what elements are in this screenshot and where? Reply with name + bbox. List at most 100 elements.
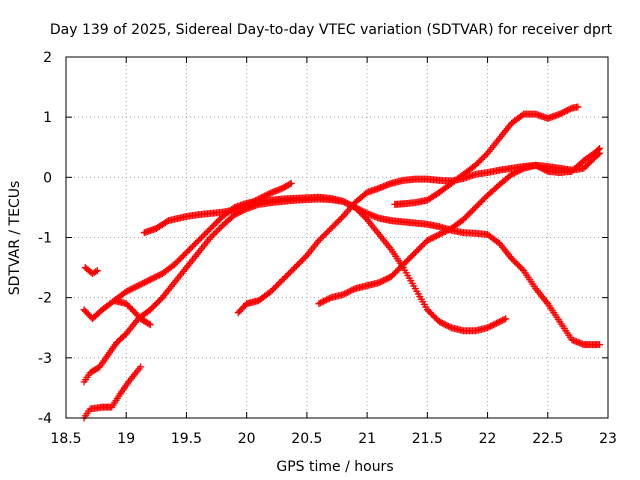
data-point: [515, 262, 523, 270]
data-point: [563, 106, 571, 114]
data-point: [122, 288, 130, 296]
data-point: [331, 220, 339, 228]
data-point: [146, 321, 154, 329]
data-point: [327, 224, 335, 232]
data-point: [475, 200, 483, 208]
data-point: [172, 259, 180, 267]
data-point: [426, 235, 434, 243]
data-point: [437, 230, 445, 238]
data-point: [395, 265, 403, 273]
data-point: [389, 271, 397, 279]
data-point: [335, 217, 343, 225]
data-point: [244, 200, 252, 208]
data-point: [136, 281, 144, 289]
data-point: [514, 167, 522, 175]
data-point: [494, 318, 502, 326]
data-point: [462, 212, 470, 220]
data-point: [532, 161, 540, 169]
data-point: [276, 279, 284, 287]
data-point: [184, 247, 192, 255]
data-point: [440, 228, 448, 236]
data-point: [479, 196, 487, 204]
data-point: [440, 320, 448, 328]
data-point: [487, 322, 495, 330]
data-point: [354, 205, 362, 213]
data-point: [163, 218, 171, 226]
data-point: [204, 227, 212, 235]
data-point: [485, 323, 493, 331]
data-point: [196, 235, 204, 243]
data-point: [438, 229, 446, 237]
x-tick-label: 19.5: [171, 431, 202, 447]
data-point: [285, 270, 293, 278]
data-point: [347, 287, 355, 295]
y-tick-label: -3: [38, 351, 52, 367]
data-point: [399, 261, 407, 269]
x-tick-label: 18.5: [50, 431, 81, 447]
data-point: [277, 277, 285, 285]
data-point: [297, 258, 305, 266]
data-point: [264, 190, 272, 198]
data-point: [339, 197, 347, 205]
x-tick-label: 21.5: [412, 431, 443, 447]
x-axis-label: GPS time / hours: [276, 459, 393, 475]
data-point: [580, 164, 588, 172]
data-point: [300, 255, 308, 263]
data-point: [441, 321, 449, 329]
data-point: [596, 144, 604, 152]
data-point: [562, 107, 570, 115]
data-point: [292, 262, 300, 270]
data-point: [190, 241, 198, 249]
data-point: [282, 273, 290, 281]
data-point: [127, 285, 135, 293]
data-point: [294, 261, 302, 269]
data-point: [508, 170, 516, 178]
data-point: [518, 265, 526, 273]
data-point: [214, 226, 222, 234]
data-point: [207, 224, 215, 232]
data-point: [134, 282, 142, 290]
data-point: [207, 234, 215, 241]
data-point: [137, 363, 145, 371]
data-point: [350, 285, 358, 293]
data-point: [444, 226, 452, 234]
data-point: [148, 275, 156, 283]
data-point: [431, 233, 439, 241]
data-point: [216, 215, 224, 223]
data-point: [318, 234, 326, 241]
data-point: [508, 255, 516, 263]
data-point: [202, 229, 210, 237]
data-point: [146, 276, 154, 284]
data-point: [151, 301, 159, 309]
data-point: [375, 279, 383, 287]
data-point: [423, 237, 431, 245]
data-point: [444, 322, 452, 330]
data-point: [357, 206, 365, 214]
data-point: [154, 272, 162, 280]
data-point: [213, 227, 221, 235]
data-point: [432, 232, 440, 240]
data-point: [283, 271, 291, 279]
data-point: [194, 237, 202, 245]
data-point: [419, 241, 427, 249]
y-tick-label: 1: [43, 110, 52, 126]
data-point: [270, 285, 278, 293]
data-point: [398, 262, 406, 270]
data-point: [472, 161, 480, 169]
data-point: [438, 319, 446, 327]
data-point: [328, 223, 336, 231]
data-point: [518, 165, 526, 173]
data-point: [122, 300, 130, 308]
data-point: [344, 200, 352, 208]
data-point: [429, 312, 437, 320]
data-point: [431, 313, 439, 321]
data-point: [478, 197, 486, 205]
data-point: [360, 208, 368, 216]
data-point: [142, 278, 150, 286]
data-point: [511, 169, 519, 177]
x-tick-label: 23: [599, 431, 617, 447]
data-point: [425, 236, 433, 244]
data-point: [149, 274, 157, 282]
data-point: [497, 317, 505, 325]
